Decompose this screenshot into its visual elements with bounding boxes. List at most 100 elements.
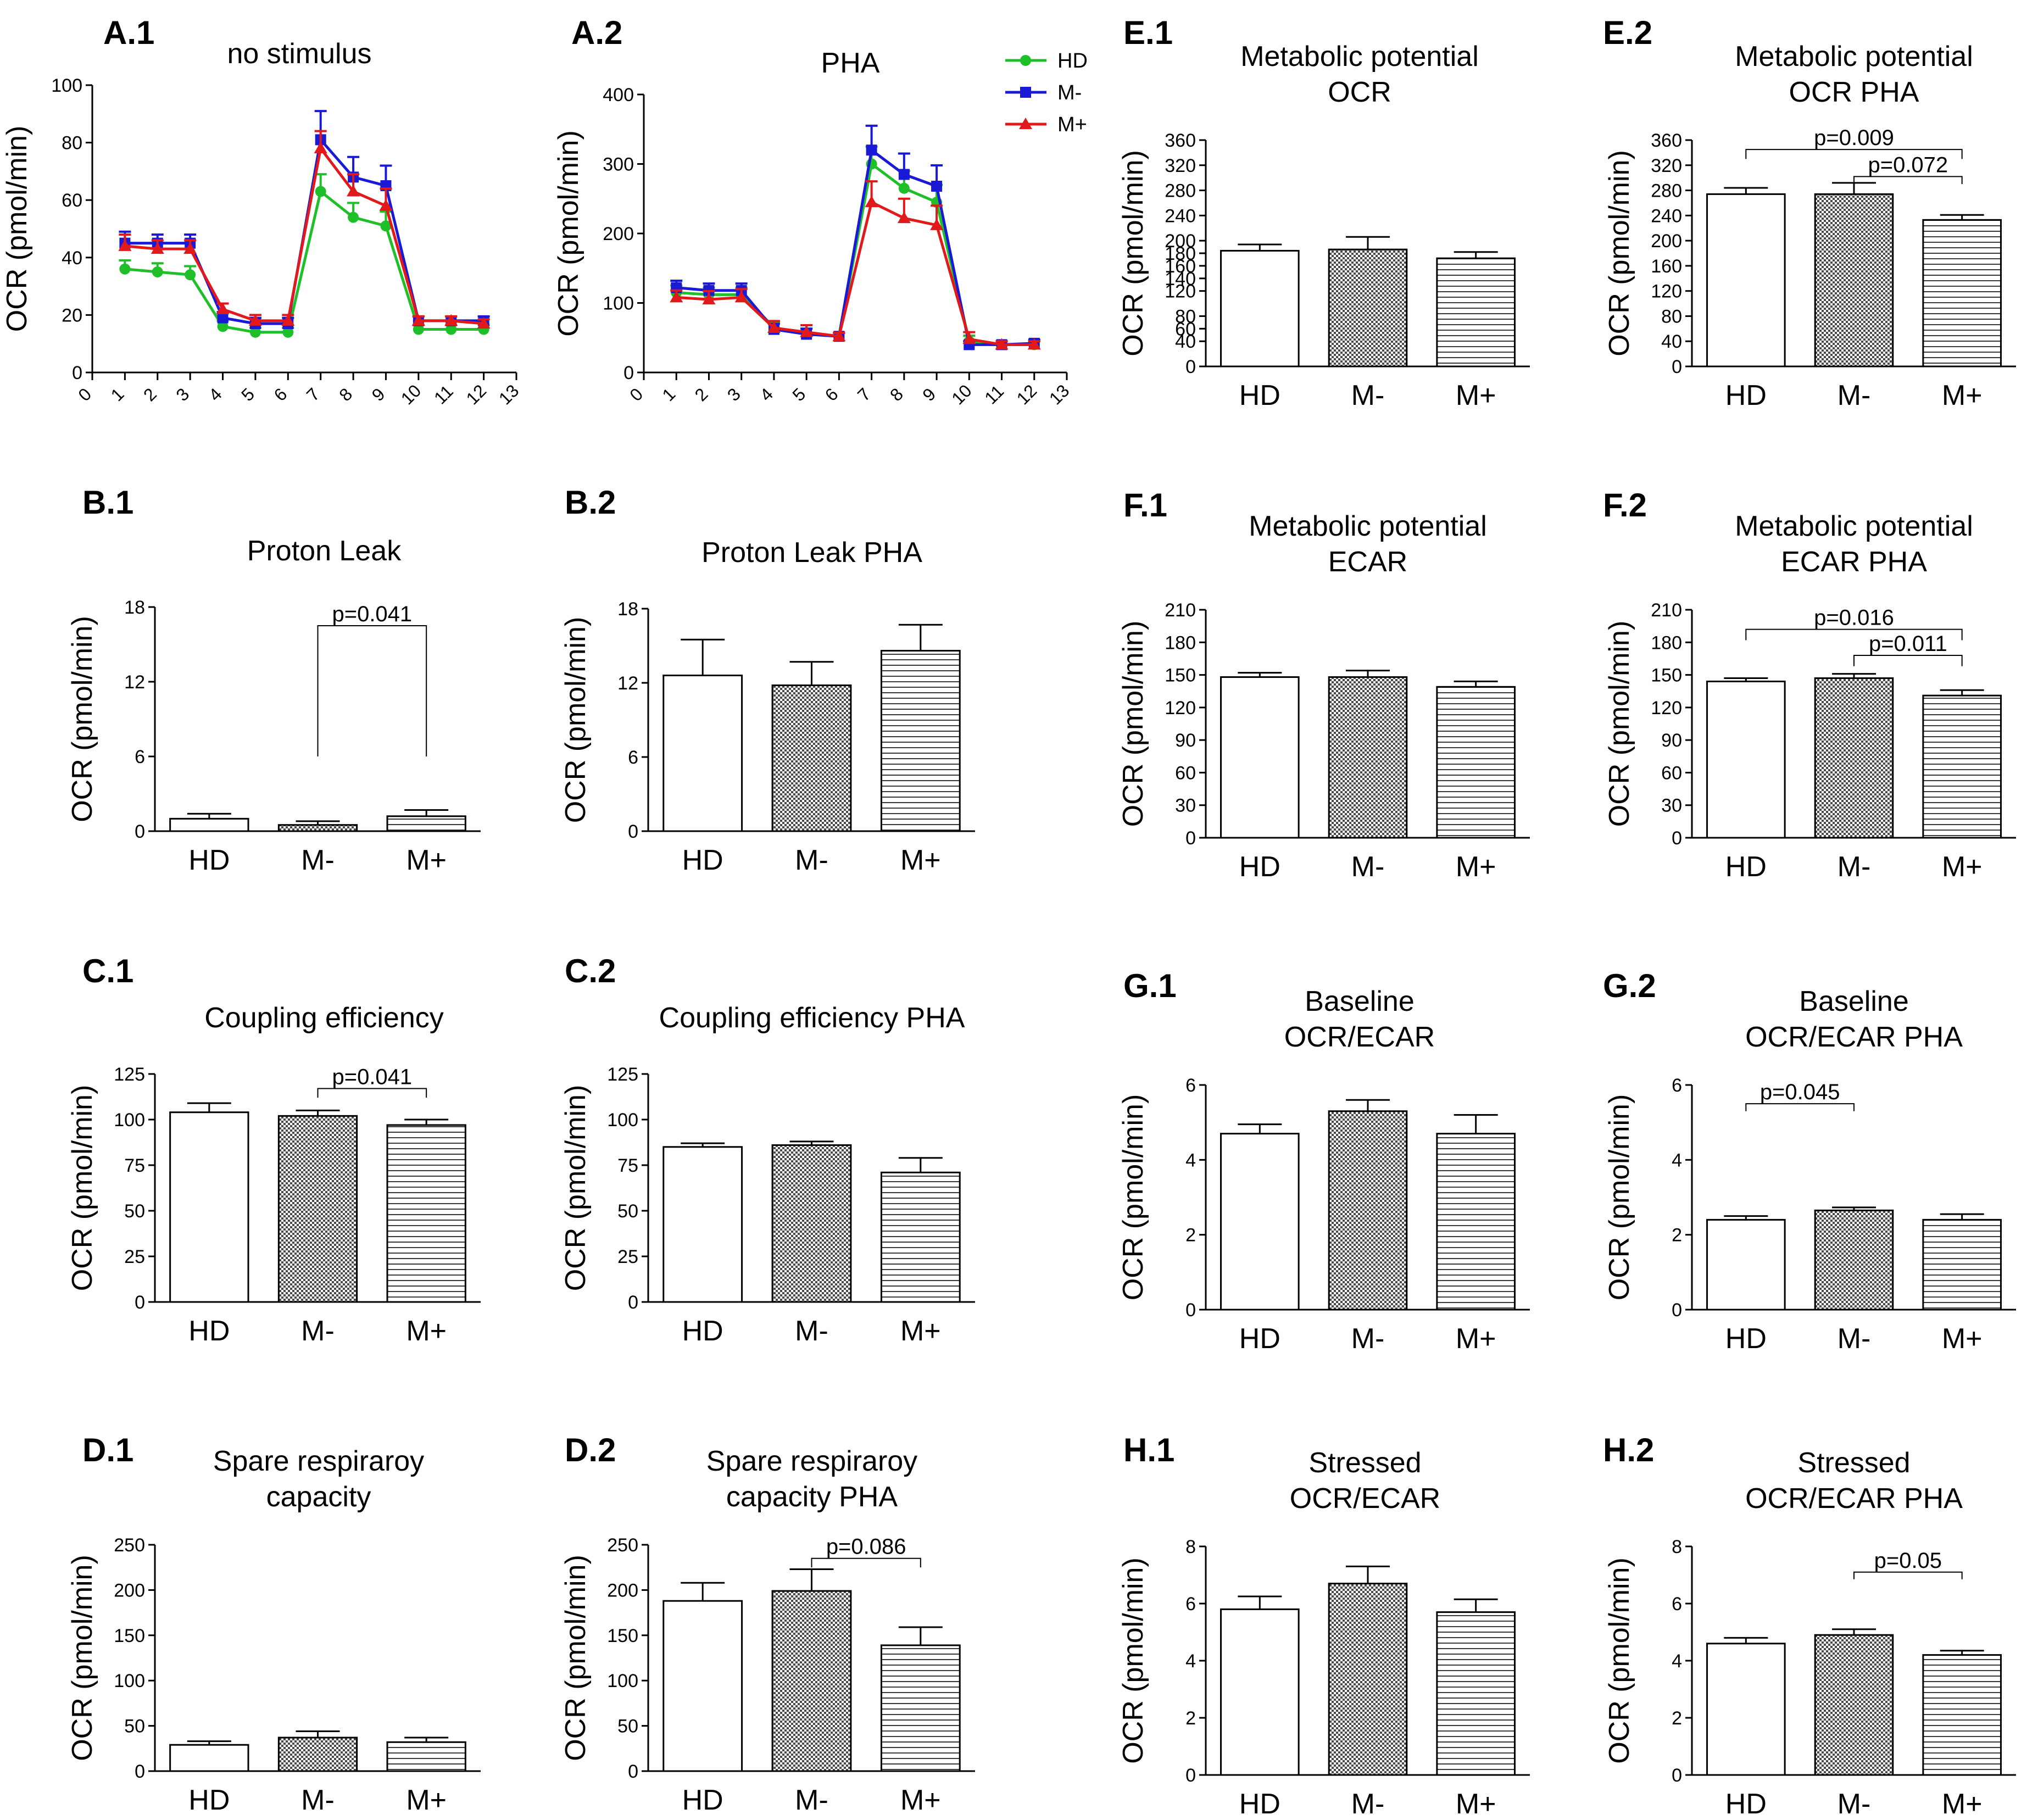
- marker-triangle: [1027, 338, 1041, 350]
- x-tick-label: M+: [900, 1315, 941, 1347]
- y-axis-label: OCR (pmol/min): [1, 126, 33, 332]
- marker-triangle: [444, 314, 458, 326]
- chart-title: OCR: [1328, 76, 1391, 108]
- marker-triangle: [216, 302, 230, 314]
- x-tick-label: HD: [188, 844, 230, 876]
- chart-title: Metabolic potential: [1735, 510, 1973, 542]
- y-tick-label: 210: [1651, 600, 1682, 621]
- panel-label: B.1: [82, 484, 133, 521]
- panel-label: C.2: [565, 953, 616, 989]
- y-tick-label: 125: [114, 1064, 145, 1085]
- marker-triangle: [183, 242, 197, 254]
- marker-triangle: [151, 242, 164, 254]
- y-tick-label: 90: [1175, 730, 1196, 751]
- chart-title: capacity PHA: [726, 1481, 898, 1513]
- marker-triangle: [995, 338, 1009, 350]
- marker-triangle: [281, 314, 295, 326]
- bar-M+: [386, 1741, 466, 1772]
- x-tick-label: M-: [301, 844, 335, 876]
- chart-title: PHA: [821, 47, 880, 79]
- panel-f2: F.2 Metabolic potential ECAR PHA 0 30 60 90 120…: [1603, 487, 2016, 883]
- bar-M+: [1922, 694, 2002, 839]
- y-tick-label: 6: [628, 747, 638, 768]
- x-tick-label: 5: [237, 384, 258, 405]
- y-tick-label: 30: [1661, 795, 1682, 816]
- marker-square: [898, 169, 910, 180]
- panel-b2: B.2 Proton Leak PHA 0 6 12 18 OCR (pmol/min) HD…: [560, 484, 975, 876]
- marker-circle: [217, 321, 229, 332]
- marker-triangle: [734, 291, 748, 303]
- marker-triangle: [767, 321, 781, 333]
- y-tick-label: 140: [1165, 269, 1196, 290]
- y-tick-label: 180: [1165, 243, 1196, 264]
- y-tick-label: 150: [607, 1626, 638, 1646]
- y-tick-label: 360: [1165, 130, 1196, 151]
- legend-label: M-: [1057, 81, 1082, 104]
- x-tick-label: M-: [795, 1315, 828, 1347]
- x-tick-label: 9: [918, 384, 939, 405]
- y-tick-label: 12: [617, 673, 638, 694]
- x-tick-label: HD: [188, 1784, 230, 1816]
- bar-M+: [386, 1124, 466, 1303]
- x-tick-label: 4: [205, 384, 226, 405]
- panel-label: H.2: [1603, 1432, 1654, 1468]
- y-tick-label: 50: [617, 1201, 638, 1222]
- x-tick-label: 1: [658, 384, 679, 405]
- y-tick-label: 160: [1165, 256, 1196, 277]
- bar-M+: [386, 815, 466, 832]
- panel-d2: D.2 Spare respiraroy capacity PHA 0 50 100 150…: [560, 1432, 975, 1816]
- series-line: [676, 200, 1034, 346]
- x-tick-label: HD: [1239, 380, 1280, 411]
- y-tick-label: 8: [1672, 1537, 1682, 1557]
- x-tick-label: M+: [1942, 851, 1983, 883]
- x-tick-label: 7: [854, 384, 875, 405]
- y-tick-label: 0: [135, 1761, 145, 1782]
- x-tick-label: 6: [821, 384, 842, 405]
- x-tick-label: 0: [626, 384, 647, 405]
- x-tick-label: M-: [1837, 851, 1871, 883]
- chart-title: Spare respiraroy: [706, 1445, 917, 1477]
- y-axis-label: OCR (pmol/min): [560, 1555, 592, 1761]
- y-tick-label: 0: [1672, 828, 1682, 849]
- marker-circle: [185, 269, 196, 281]
- chart-title: Coupling efficiency PHA: [659, 1002, 965, 1034]
- x-tick-label: HD: [682, 844, 723, 876]
- y-tick-label: 250: [114, 1535, 145, 1556]
- y-axis-label: OCR (pmol/min): [1603, 621, 1635, 827]
- y-tick-label: 4: [1185, 1150, 1196, 1171]
- bar-M-: [1814, 1634, 1894, 1776]
- marker-triangle: [347, 185, 360, 197]
- series-line: [125, 145, 484, 325]
- x-tick-label: 13: [1045, 381, 1073, 409]
- y-axis-label: OCR (pmol/min): [66, 1085, 98, 1292]
- y-tick-label: 2: [1672, 1708, 1682, 1729]
- marker-triangle: [314, 142, 327, 154]
- panel-h1: H.1 Stressed OCR/ECAR 0 2 4 6 8 OCR (pmol/min) HD…: [1117, 1432, 1530, 1820]
- y-tick-label: 6: [1185, 1075, 1196, 1096]
- x-tick-label: 10: [948, 381, 976, 409]
- panel-label: G.2: [1603, 967, 1656, 1004]
- y-tick-label: 80: [1661, 306, 1682, 327]
- y-tick-label: 0: [628, 1761, 638, 1782]
- x-tick-label: 0: [74, 384, 95, 405]
- y-tick-label: 320: [1651, 155, 1682, 176]
- chart-title: OCR PHA: [1789, 76, 1919, 108]
- y-tick-label: 80: [1175, 306, 1196, 327]
- x-tick-label: 9: [368, 384, 389, 405]
- series-line: [676, 162, 1034, 346]
- significance-bracket: [317, 625, 427, 756]
- bar-M-: [277, 824, 358, 832]
- y-tick-label: 18: [617, 599, 638, 620]
- panel-label: B.2: [565, 484, 616, 521]
- bar-M-: [277, 1736, 358, 1772]
- bar-HD: [1706, 1218, 1786, 1311]
- x-tick-label: M+: [900, 1784, 941, 1816]
- marker-circle: [152, 266, 163, 277]
- y-tick-label: 0: [135, 1292, 145, 1313]
- x-tick-label: HD: [1725, 851, 1767, 883]
- bar-HD: [1220, 249, 1300, 368]
- series-line: [676, 147, 1034, 346]
- x-tick-label: M+: [1942, 1788, 1983, 1820]
- y-axis-label: OCR (pmol/min): [66, 616, 98, 822]
